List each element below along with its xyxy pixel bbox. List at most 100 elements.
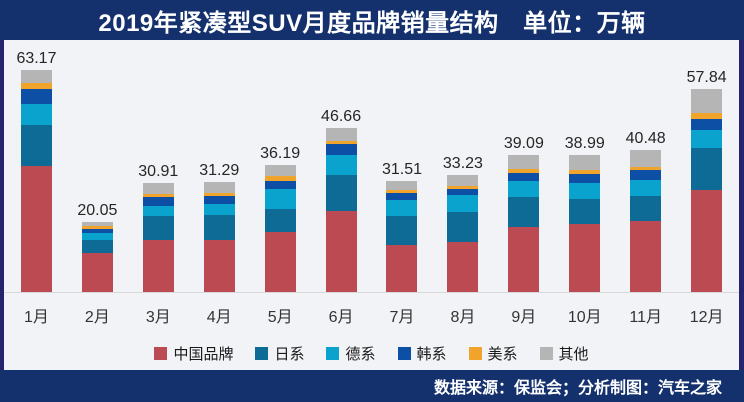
bar-stack (203, 182, 235, 292)
legend-swatch (326, 346, 340, 360)
x-tick-label: 11月 (629, 309, 662, 326)
bar-segment-德系 (508, 180, 540, 198)
bar-segment-美系 (81, 225, 113, 229)
bar-segment-其他 (81, 221, 113, 226)
x-tick-label: 4月 (206, 309, 232, 326)
x-tick-label: 8月 (450, 309, 476, 326)
bar-segment-其他 (264, 164, 296, 177)
bar-segment-中国品牌 (81, 252, 113, 292)
bar-segment-其他 (203, 182, 235, 193)
bar-column-2月: 20.05 (67, 40, 128, 292)
bar-segment-其他 (569, 155, 601, 170)
bar-segment-美系 (203, 192, 235, 196)
bar-column-8月: 33.23 (432, 40, 493, 292)
legend-item-韩系: 韩系 (397, 343, 447, 364)
bar-segment-日系 (142, 216, 174, 241)
bar-segment-德系 (386, 199, 418, 216)
bar-value-label: 31.51 (381, 161, 423, 179)
legend-swatch (468, 346, 482, 360)
bar-stack (630, 149, 662, 292)
bar-segment-其他 (630, 149, 662, 168)
bar-column-4月: 31.29 (189, 40, 250, 292)
bar-segment-德系 (20, 103, 52, 126)
bar-segment-中国品牌 (569, 223, 601, 292)
bar-stack (691, 88, 723, 292)
bar-segment-德系 (630, 179, 662, 196)
bar-value-label: 33.23 (442, 155, 483, 173)
legend-swatch (255, 346, 269, 360)
legend-label: 美系 (487, 345, 518, 363)
bar-stack (569, 155, 601, 292)
bar-value-label: 20.05 (77, 201, 118, 219)
bar-stack (508, 154, 540, 292)
bar-segment-中国品牌 (508, 227, 540, 292)
bar-segment-中国品牌 (264, 231, 296, 292)
bar-segment-韩系 (630, 170, 662, 180)
source-text: 数据来源：保监会；分析制图：汽车之家 (433, 380, 722, 397)
bar-segment-日系 (325, 175, 357, 211)
bar-segment-中国品牌 (142, 240, 174, 292)
bar-segment-韩系 (20, 88, 52, 104)
page-title: 2019年紧凑型SUV月度品牌销量结构 单位：万辆 (98, 9, 646, 37)
bar-segment-德系 (264, 189, 296, 210)
bar-segment-中国品牌 (447, 242, 479, 292)
bar-segment-日系 (386, 215, 418, 245)
bar-column-9月: 39.09 (493, 40, 554, 292)
bar-value-label: 46.66 (321, 108, 362, 126)
bar-segment-韩系 (508, 172, 540, 181)
legend-item-中国品牌: 中国品牌 (154, 343, 233, 364)
bar-segment-日系 (630, 195, 662, 221)
bar-segment-中国品牌 (325, 210, 357, 292)
bar-segment-德系 (142, 205, 174, 217)
bar-column-11月: 40.48 (615, 40, 676, 292)
bar-segment-美系 (508, 168, 540, 173)
x-tick-label: 6月 (328, 309, 354, 326)
legend-swatch (539, 346, 553, 360)
bar-value-label: 39.09 (503, 134, 544, 152)
bar-stack (447, 175, 479, 292)
chart-legend: 中国品牌 日系 德系 韩系 美系 其他 (4, 337, 739, 369)
legend-label: 日系 (274, 345, 305, 363)
bar-value-label: 63.17 (16, 50, 57, 68)
bar-segment-德系 (325, 154, 357, 176)
bar-segment-德系 (81, 232, 113, 240)
legend-label: 德系 (345, 345, 376, 363)
bar-value-label: 36.19 (260, 144, 301, 162)
bar-segment-德系 (203, 204, 235, 216)
legend-item-日系: 日系 (255, 343, 304, 364)
x-tick-label: 2月 (84, 309, 110, 326)
plot-area: 63.17 20.05 30.91 31.29 36.19 46.66 31.51 33.23… (4, 40, 739, 293)
legend-label: 韩系 (416, 345, 447, 363)
legend-swatch (397, 346, 411, 360)
x-axis-labels: 1月 2月 3月 4月 5月 6月 7月 8月 9月 10月 11月 12月 (4, 293, 739, 337)
bar-segment-日系 (81, 239, 113, 253)
bar-segment-其他 (142, 183, 174, 194)
x-tick-label: 1月 (24, 309, 49, 326)
bar-segment-美系 (691, 113, 723, 120)
bar-segment-其他 (386, 181, 418, 190)
bar-segment-中国品牌 (630, 221, 662, 292)
bar-segment-韩系 (264, 180, 296, 190)
x-tick-label: 10月 (567, 309, 602, 326)
x-tick-label: 9月 (511, 309, 537, 326)
bar-value-label: 31.29 (199, 162, 240, 180)
bar-segment-韩系 (569, 174, 601, 183)
bar-segment-韩系 (81, 228, 113, 233)
bar-value-label: 30.91 (138, 163, 179, 181)
bar-segment-美系 (630, 167, 662, 171)
bar-stack (264, 164, 296, 292)
bar-column-1月: 63.17 (6, 40, 67, 292)
bar-segment-日系 (447, 211, 479, 243)
bar-column-12月: 57.84 (676, 40, 737, 292)
bar-segment-美系 (447, 185, 479, 189)
bar-segment-其他 (325, 128, 357, 141)
bar-column-6月: 46.66 (311, 40, 372, 292)
bar-segment-美系 (264, 176, 296, 181)
legend-item-德系: 德系 (326, 343, 376, 364)
legend-label: 中国品牌 (173, 345, 234, 363)
bar-segment-日系 (569, 198, 601, 224)
bar-segment-日系 (508, 197, 540, 228)
bar-column-7月: 31.51 (372, 40, 433, 292)
bar-segment-德系 (691, 129, 723, 149)
